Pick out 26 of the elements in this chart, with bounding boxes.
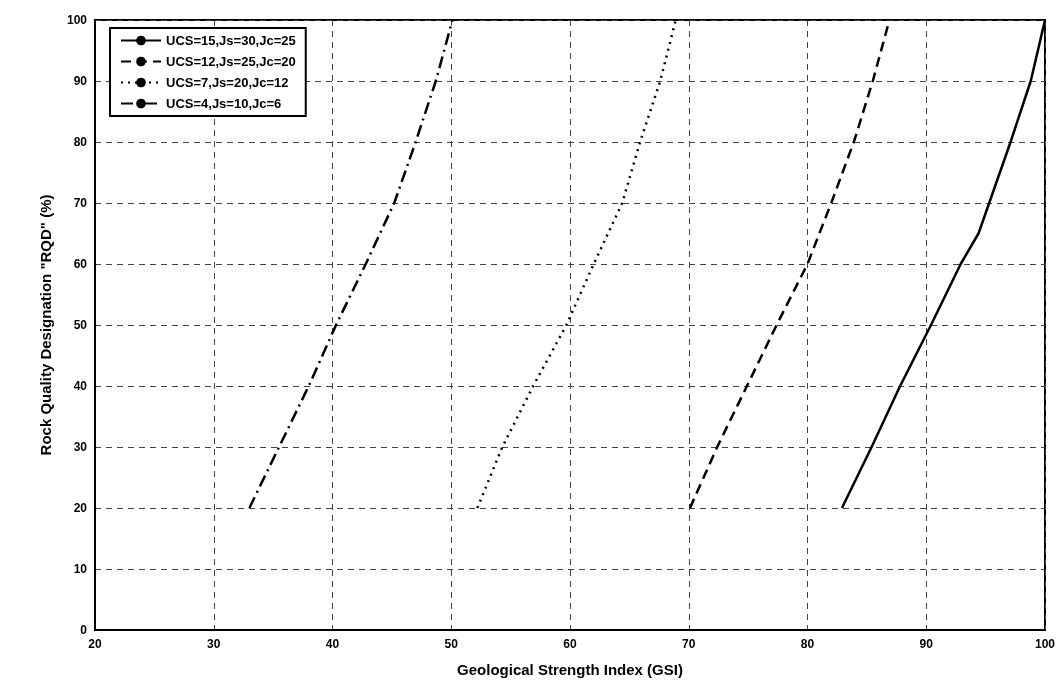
y-tick-label: 90: [73, 74, 88, 88]
x-tick-label: 70: [682, 637, 696, 651]
y-tick-label: 80: [73, 135, 88, 149]
x-tick-label: 80: [800, 637, 815, 651]
x-axis-title: Geological Strength Index (GSI): [457, 661, 683, 678]
legend-label: UCS=4,Js=10,Jc=6: [166, 96, 282, 111]
legend-label: UCS=7,Js=20,Jc=12: [166, 75, 289, 90]
legend-label: UCS=15,Js=30,Jc=25: [166, 33, 296, 48]
y-tick-label: 50: [73, 318, 88, 332]
x-tick-label: 60: [563, 637, 577, 651]
x-tick-label: 40: [325, 637, 340, 651]
y-axis-title: Rock Quality Designation "RQD" (%): [37, 194, 54, 456]
y-tick-label: 0: [80, 623, 88, 637]
y-tick-label: 20: [73, 501, 88, 515]
y-tick-label: 40: [73, 379, 88, 393]
y-tick-label: 60: [73, 257, 88, 271]
x-tick-label: 50: [444, 637, 459, 651]
y-tick-label: 30: [73, 440, 88, 454]
x-tick-label: 30: [207, 637, 221, 651]
x-tick-label: 90: [919, 637, 934, 651]
y-tick-label: 100: [66, 13, 88, 27]
x-tick-label: 100: [1034, 637, 1056, 651]
y-tick-label: 10: [73, 562, 88, 576]
y-tick-label: 70: [73, 196, 88, 210]
x-tick-label: 20: [88, 637, 102, 651]
legend-label: UCS=12,Js=25,Jc=20: [166, 54, 296, 69]
